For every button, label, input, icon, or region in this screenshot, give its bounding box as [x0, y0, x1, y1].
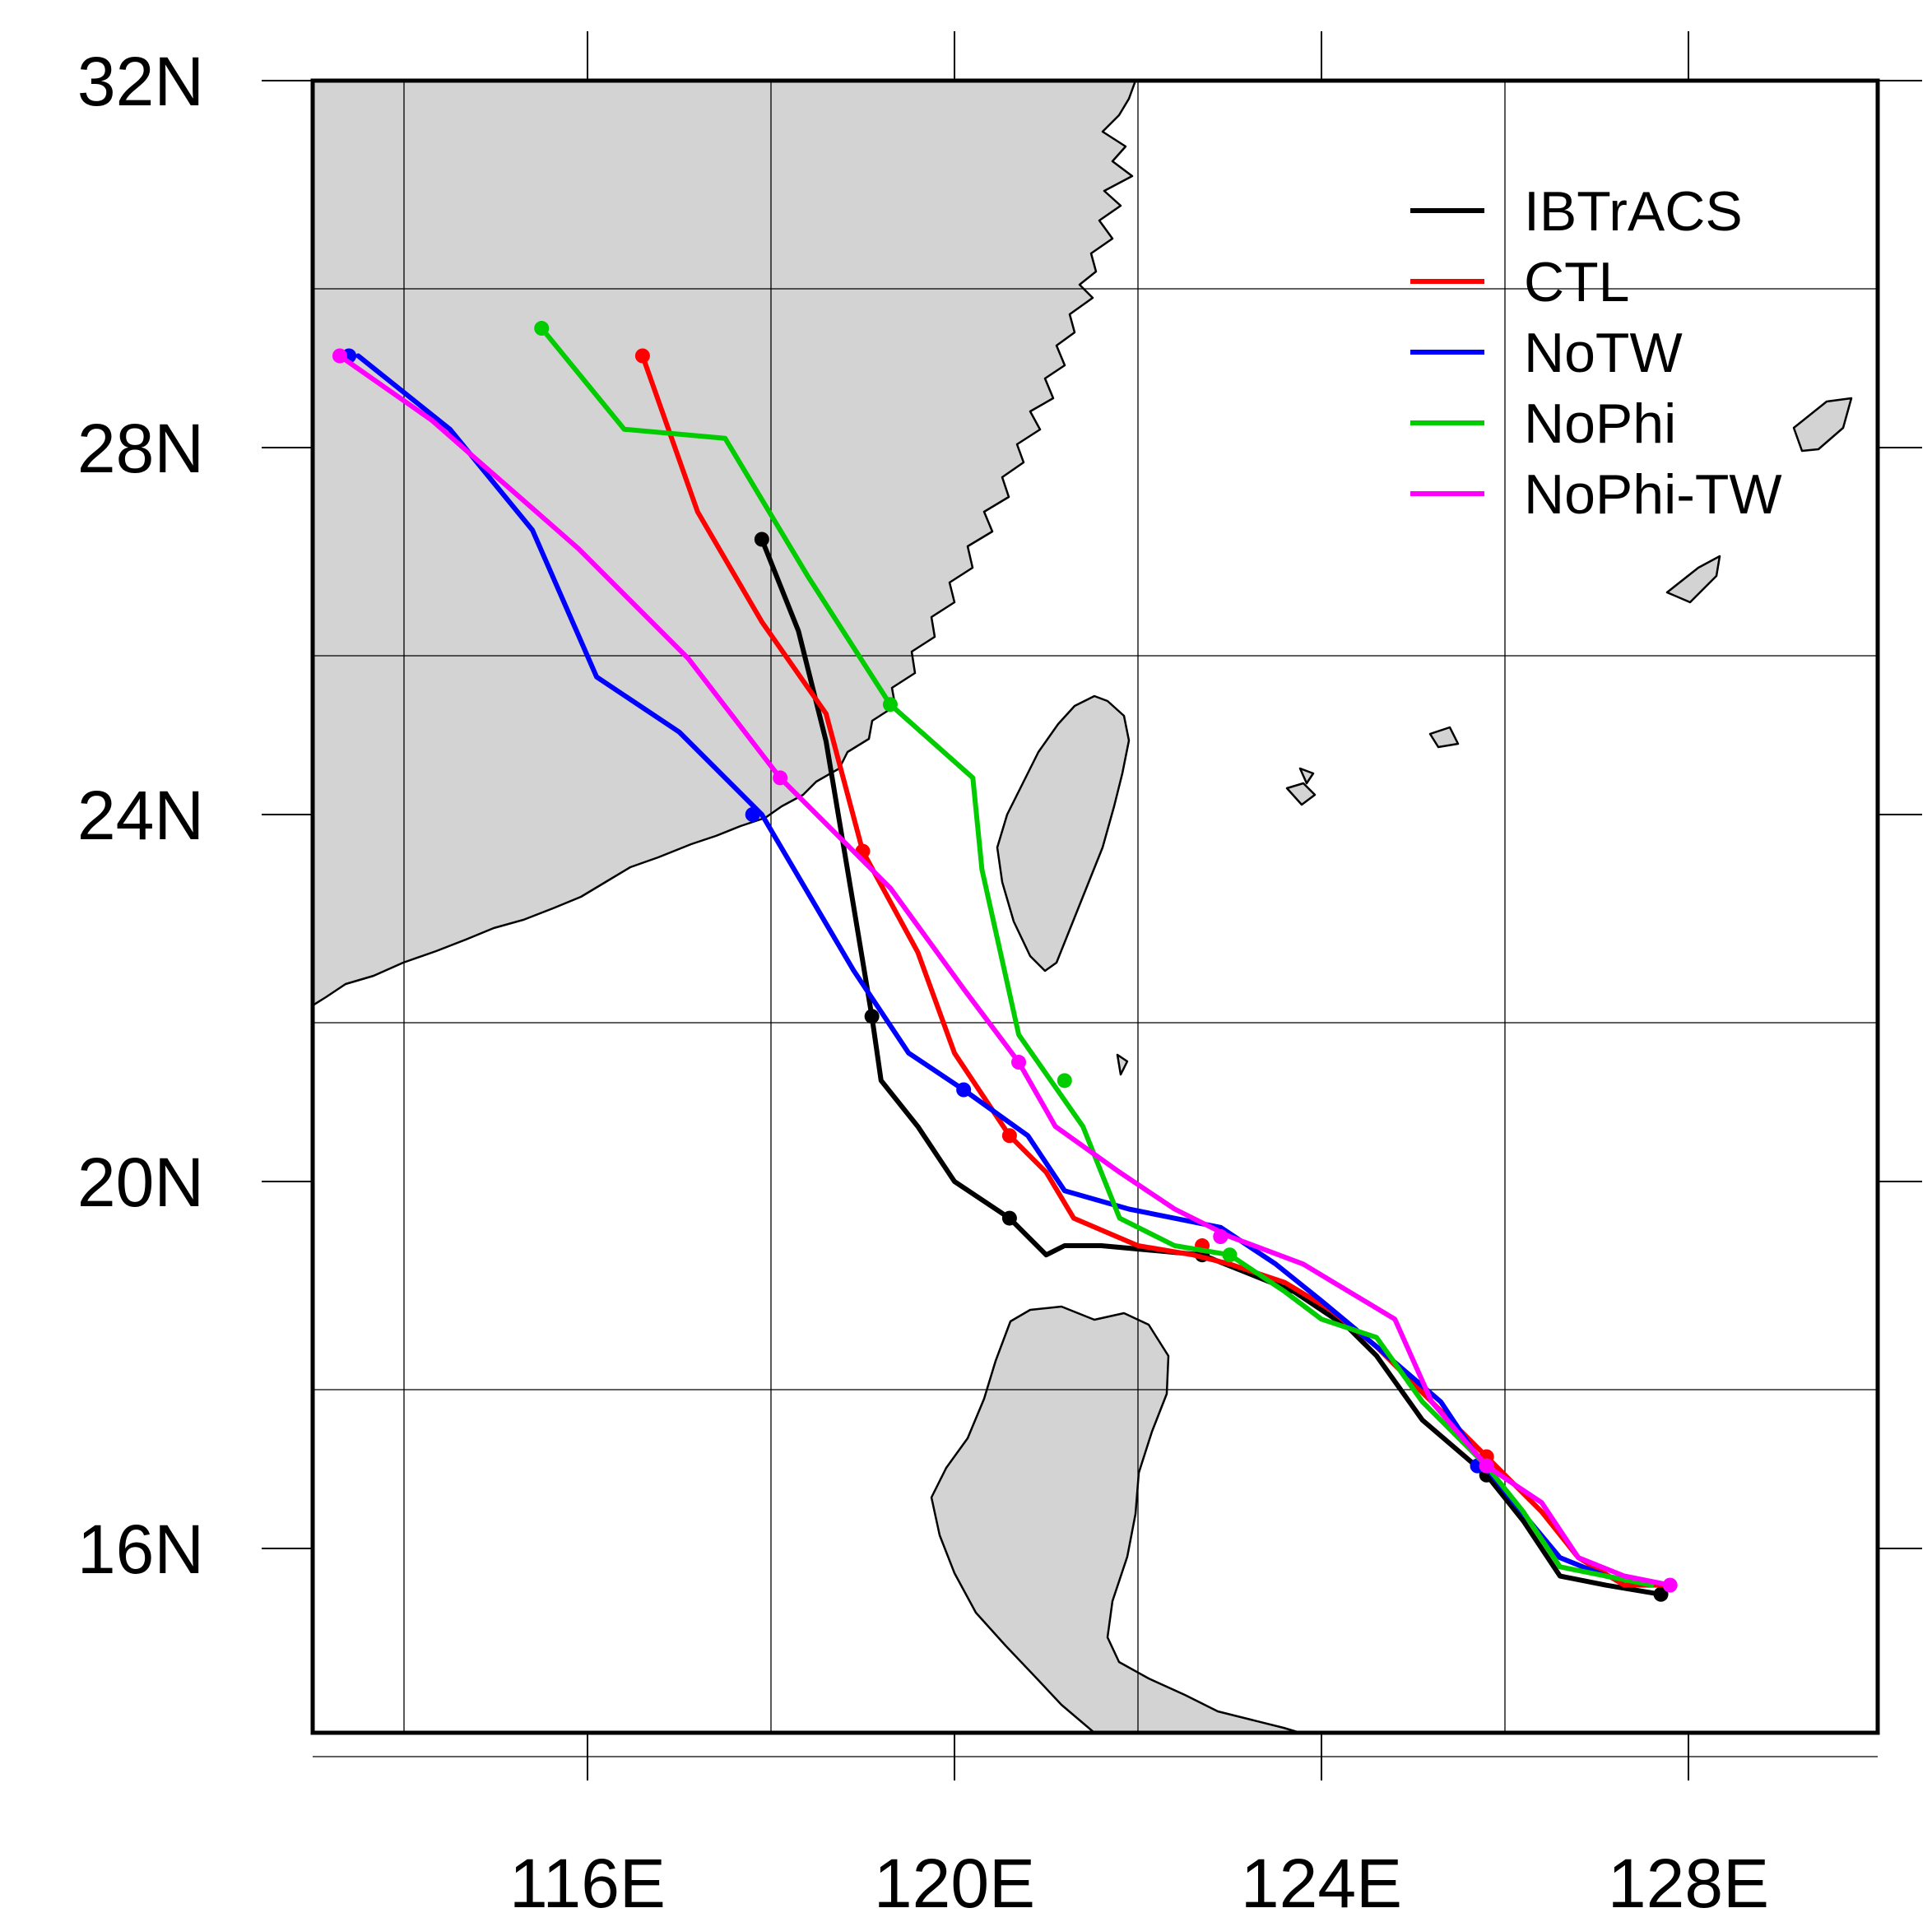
ryukyu-island [1665, 555, 1721, 604]
legend-label: CTL [1524, 251, 1629, 313]
track-point-nophi-tw [332, 348, 347, 364]
luzon-landmass [930, 1305, 1302, 1733]
hainan-or-island [1285, 782, 1317, 806]
grid-lines [313, 81, 1878, 1757]
small-island [1428, 726, 1460, 749]
axis-ticks [262, 31, 1922, 1780]
legend-label: IBTrACS [1524, 180, 1743, 243]
track-point-nophi [882, 697, 898, 713]
track-point-notw [745, 807, 760, 822]
mainland-china-landmass [313, 81, 1137, 1007]
latitude-labels: 32N 28N 24N 20N 16N [77, 43, 204, 1588]
small-island [1298, 767, 1315, 785]
lat-label: 28N [77, 410, 204, 487]
track-point-ibtracs [1001, 1210, 1017, 1226]
track-line-nophi [539, 326, 1655, 1588]
track-point-ibtracs [754, 532, 769, 547]
track-point-ctl [634, 348, 650, 364]
track-point-nophi-tw [773, 770, 788, 786]
track-point-nophi-tw [1479, 1458, 1494, 1474]
typhoon-tracks [332, 321, 1678, 1602]
lat-label: 16N [77, 1511, 204, 1588]
land-masses [313, 81, 1853, 1733]
lat-label: 24N [77, 777, 204, 854]
taiwan-landmass [996, 694, 1131, 973]
track-point-ctl [1001, 1128, 1017, 1144]
track-point-notw [956, 1082, 972, 1098]
legend-label: NoPhi [1524, 392, 1676, 455]
track-point-nophi-tw [1011, 1055, 1027, 1070]
legend-label: NoTW [1524, 322, 1683, 384]
track-point-nophi-tw [1662, 1577, 1678, 1593]
lon-label: 116E [509, 1845, 666, 1922]
legend-label: NoPhi-TW [1524, 463, 1782, 526]
small-island [1116, 1053, 1129, 1076]
legend: IBTrACS CTL NoTW NoPhi NoPhi-TW [1410, 180, 1782, 526]
lat-label: 20N [77, 1144, 204, 1221]
track-line-ibtracs [759, 536, 1664, 1597]
track-point-ibtracs [864, 1009, 880, 1024]
track-point-nophi [1222, 1247, 1238, 1263]
track-point-nophi [1057, 1073, 1072, 1089]
track-point-nophi-tw [1213, 1228, 1228, 1244]
map-frame [310, 78, 1880, 1735]
lon-label: 128E [1608, 1845, 1769, 1922]
lon-label: 120E [874, 1845, 1035, 1922]
track-point-nophi [534, 321, 550, 337]
track-nophi-tw [332, 348, 1678, 1593]
lat-label: 32N [77, 43, 204, 120]
track-line-nophi-tw [337, 353, 1673, 1588]
track-point-ibtracs [1653, 1586, 1669, 1602]
longitude-labels: 116E 120E 124E 128E [509, 1845, 1769, 1922]
ryukyu-island [1792, 397, 1853, 453]
lon-label: 124E [1241, 1845, 1402, 1922]
